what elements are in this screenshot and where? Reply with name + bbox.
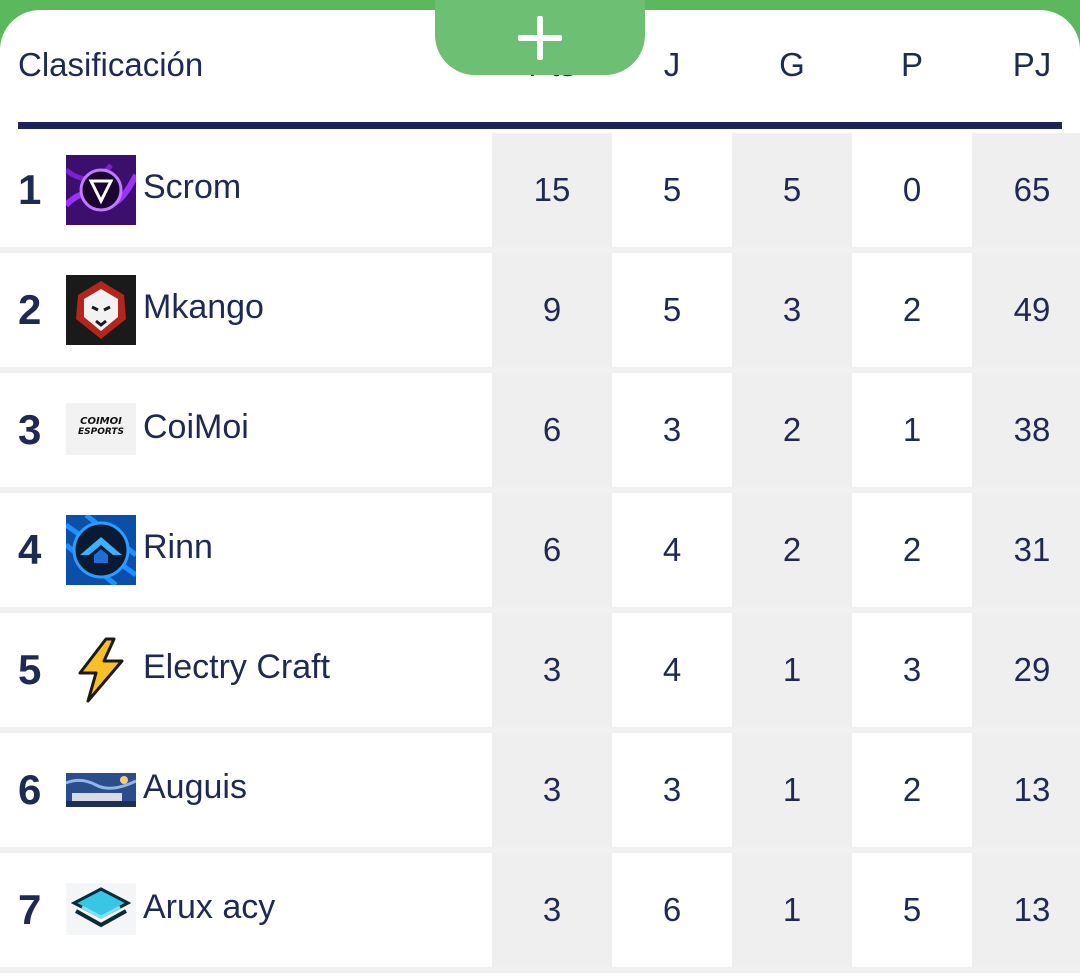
played-value: 5 <box>662 171 682 208</box>
won-value: 2 <box>732 373 852 487</box>
header-divider <box>18 122 1062 129</box>
won-value: 1 <box>732 613 852 727</box>
points-value: 15 <box>492 133 612 247</box>
table-row[interactable]: 5 Electry Craft 3 4 1 3 29 <box>0 613 1080 733</box>
points-value: 9 <box>492 253 612 367</box>
won-value: 1 <box>732 733 852 847</box>
column-header-p: P <box>900 46 923 83</box>
lost-value: 2 <box>902 531 922 568</box>
standings-table: 1 Scrom 15 5 5 0 65 2 <box>0 133 1080 973</box>
lion-logo-icon <box>66 275 136 345</box>
points-value: 3 <box>492 613 612 727</box>
points-value: 3 <box>492 733 612 847</box>
table-row[interactable]: 4 Rinn 6 4 2 2 31 <box>0 493 1080 613</box>
won-value: 1 <box>732 853 852 967</box>
rank-number: 7 <box>18 886 42 933</box>
column-header-j: J <box>663 46 681 83</box>
played-value: 3 <box>662 411 682 448</box>
won-value: 3 <box>732 253 852 367</box>
lost-value: 0 <box>902 171 922 208</box>
standings-title: Clasificación <box>18 46 204 83</box>
pj-value: 13 <box>972 853 1080 967</box>
team-name[interactable]: Electry Craft <box>143 648 331 686</box>
points-value: 6 <box>492 373 612 487</box>
lost-value: 2 <box>902 291 922 328</box>
layers-logo-icon <box>66 883 136 935</box>
column-header-pj: PJ <box>1012 46 1052 83</box>
lost-value: 1 <box>902 411 922 448</box>
rank-number: 3 <box>18 406 42 453</box>
rank-number: 6 <box>18 766 42 813</box>
team-name[interactable]: Auguis <box>143 768 247 806</box>
table-row[interactable]: 6 Auguis 3 3 1 2 13 <box>0 733 1080 853</box>
team-name[interactable]: Scrom <box>143 168 242 206</box>
table-row[interactable]: 7 Arux acy 3 6 1 5 13 <box>0 853 1080 973</box>
table-row[interactable]: 1 Scrom 15 5 5 0 65 <box>0 133 1080 253</box>
rank-number: 5 <box>18 646 42 693</box>
table-row[interactable]: 2 Mkango 9 5 3 2 49 <box>0 253 1080 373</box>
points-value: 6 <box>492 493 612 607</box>
won-value: 2 <box>732 493 852 607</box>
team-name[interactable]: Mkango <box>143 288 264 326</box>
played-value: 4 <box>662 531 682 568</box>
played-value: 3 <box>662 771 682 808</box>
pj-value: 13 <box>972 733 1080 847</box>
rank-number: 2 <box>18 286 42 333</box>
team-name[interactable]: CoiMoi <box>143 408 249 446</box>
pj-value: 38 <box>972 373 1080 487</box>
played-value: 4 <box>662 651 682 688</box>
rank-number: 4 <box>18 526 42 573</box>
pj-value: 49 <box>972 253 1080 367</box>
column-header-g: G <box>779 46 805 83</box>
team-name[interactable]: Arux acy <box>143 888 276 926</box>
pj-value: 29 <box>972 613 1080 727</box>
logo-text-line: ESPORTS <box>77 427 125 437</box>
played-value: 6 <box>662 891 682 928</box>
pj-value: 31 <box>972 493 1080 607</box>
pj-value: 65 <box>972 133 1080 247</box>
lost-value: 2 <box>902 771 922 808</box>
standings-card: Clasificación Pts J G P PJ 1 Scrom 15 5 … <box>0 10 1080 980</box>
plus-icon <box>518 15 562 60</box>
lost-value: 5 <box>902 891 922 928</box>
add-button[interactable] <box>435 0 645 75</box>
rinn-logo-icon <box>66 515 136 585</box>
rank-number: 1 <box>18 166 42 213</box>
points-value: 3 <box>492 853 612 967</box>
coimoi-logo-icon: COIMOI ESPORTS <box>66 403 136 455</box>
team-name[interactable]: Rinn <box>143 528 213 566</box>
lightning-bolt-icon <box>66 635 136 705</box>
starry-night-icon <box>66 773 136 807</box>
won-value: 5 <box>732 133 852 247</box>
logo-text-line: COIMOI <box>80 416 122 427</box>
table-row[interactable]: 3 COIMOI ESPORTS CoiMoi 6 3 2 1 38 <box>0 373 1080 493</box>
lost-value: 3 <box>902 651 922 688</box>
scrom-logo-icon <box>66 155 136 225</box>
played-value: 5 <box>662 291 682 328</box>
